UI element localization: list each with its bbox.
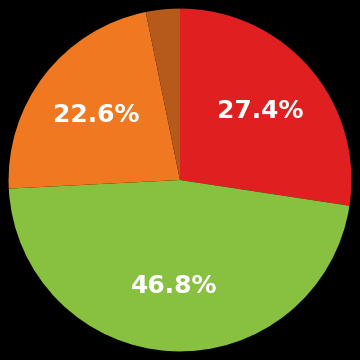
Wedge shape: [9, 12, 180, 189]
Text: 22.6%: 22.6%: [53, 103, 139, 127]
Wedge shape: [146, 9, 180, 180]
Text: 27.4%: 27.4%: [217, 99, 304, 123]
Wedge shape: [180, 9, 351, 206]
Text: 46.8%: 46.8%: [131, 274, 218, 298]
Wedge shape: [9, 180, 350, 351]
